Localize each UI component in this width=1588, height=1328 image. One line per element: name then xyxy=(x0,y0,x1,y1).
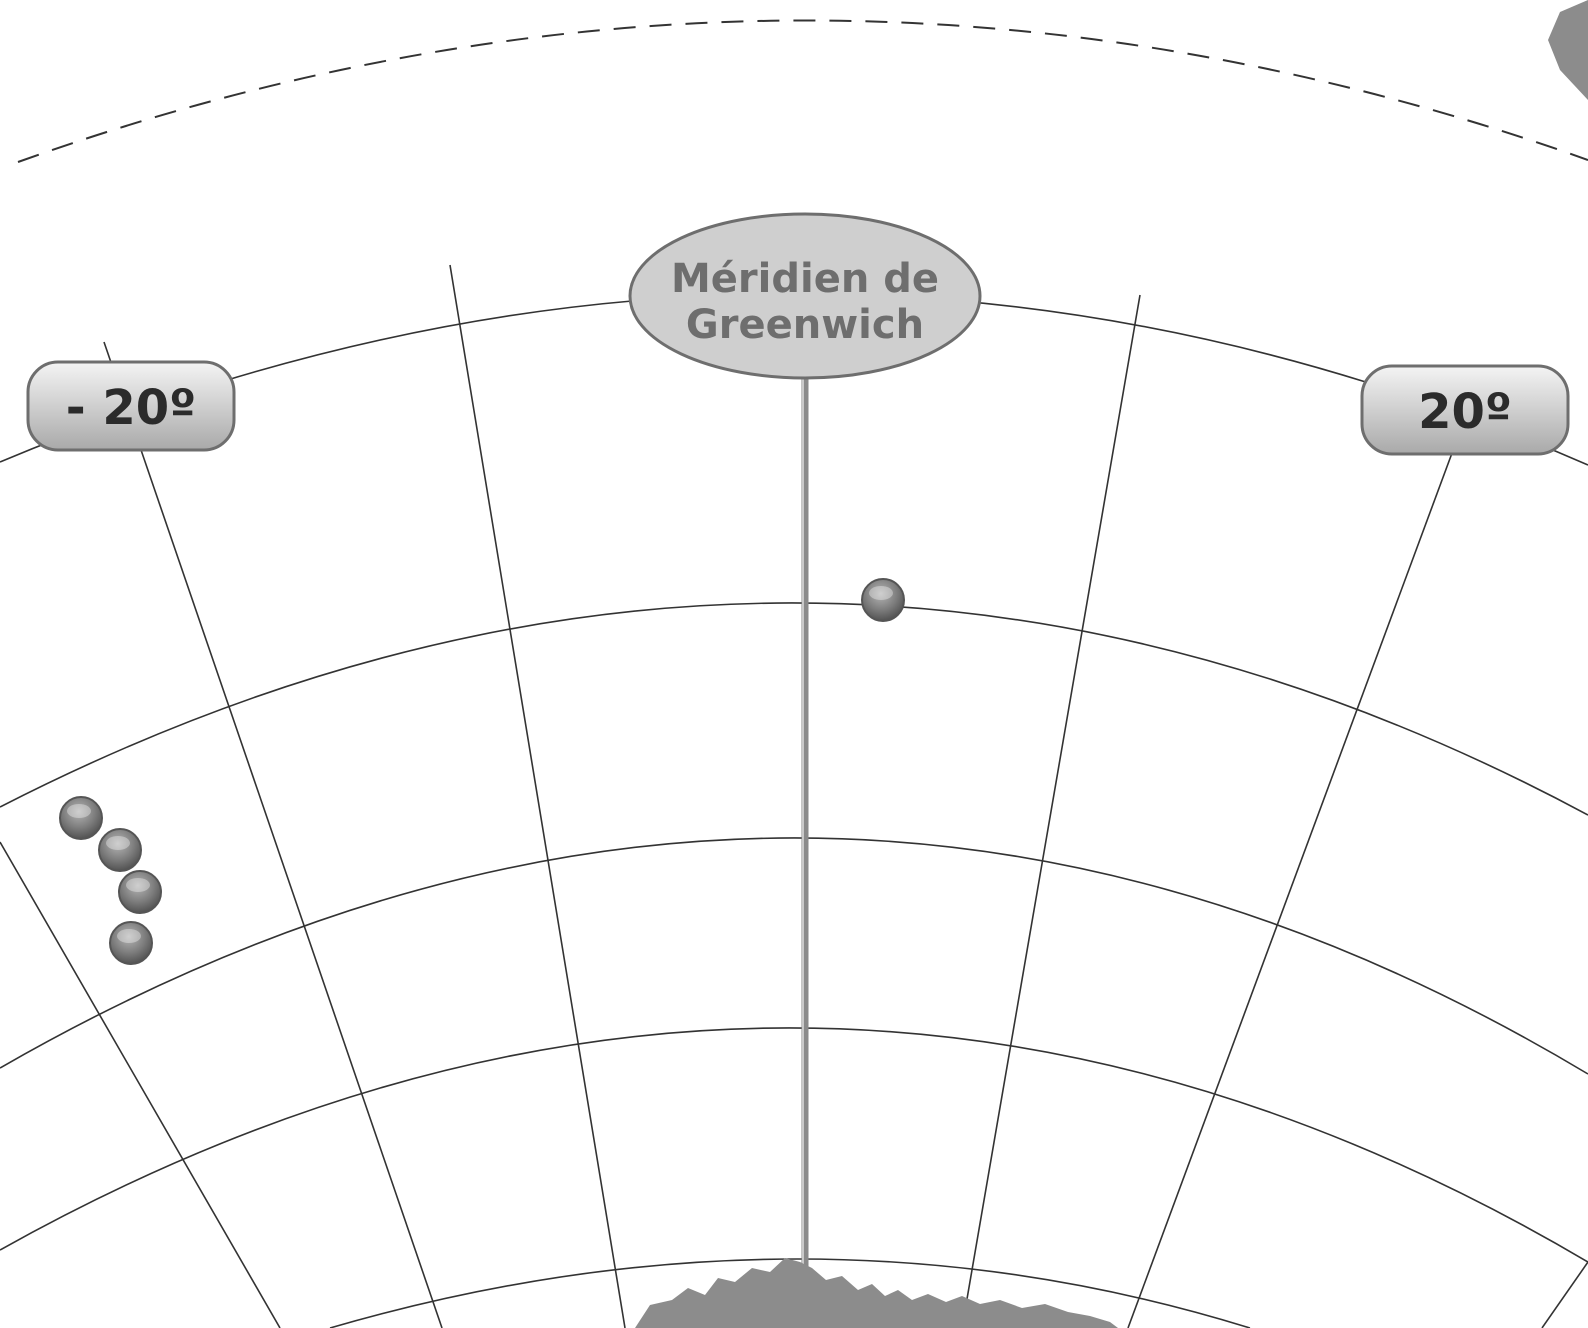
marker-5[interactable] xyxy=(109,921,153,965)
label-east-20: 20º xyxy=(1360,364,1570,456)
outer-dashed-circle xyxy=(17,19,1588,163)
greenwich-label-line-2: Greenwich xyxy=(686,302,924,348)
marker-4[interactable] xyxy=(118,870,162,914)
meridian-e10 xyxy=(961,294,1141,1328)
greenwich-label: Méridien de Greenwich xyxy=(628,212,982,380)
latitude-circles xyxy=(0,293,1588,1328)
land-bottom xyxy=(635,1258,1118,1328)
meridian-w20 xyxy=(103,341,443,1328)
meridian-lines xyxy=(0,264,1588,1328)
marker-1[interactable] xyxy=(861,578,905,622)
greenwich-label-line-1: Méridien de xyxy=(671,256,939,302)
latitude-circle-4 xyxy=(0,1027,1588,1263)
marker-3[interactable] xyxy=(98,828,142,872)
latitude-circle-5 xyxy=(329,1258,1251,1328)
marker-2[interactable] xyxy=(59,796,103,840)
land-top-right xyxy=(1548,0,1588,100)
label-west-20-text: - 20º xyxy=(66,380,197,436)
meridian-w30 xyxy=(0,841,281,1328)
markers xyxy=(59,578,905,965)
greenwich-label-oval xyxy=(628,212,982,380)
latitude-circle-2 xyxy=(0,602,1588,816)
label-west-20: - 20º xyxy=(26,360,236,452)
meridian-e30 xyxy=(1541,1261,1588,1328)
meridian-w10 xyxy=(449,264,626,1328)
label-east-20-text: 20º xyxy=(1418,384,1512,440)
meridian-e20 xyxy=(1127,444,1456,1328)
label-east-20-pill xyxy=(1360,364,1570,456)
label-west-20-pill xyxy=(26,360,236,452)
latitude-circle-3 xyxy=(0,837,1588,1075)
